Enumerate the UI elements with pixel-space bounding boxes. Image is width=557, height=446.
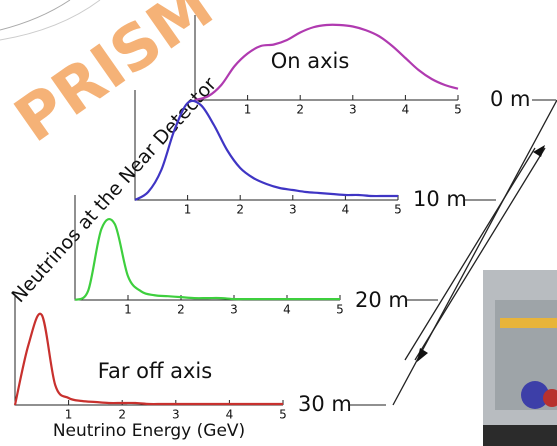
x-tick-label: 3 xyxy=(289,203,297,217)
x-tick-label: 1 xyxy=(184,203,192,217)
x-tick-label: 4 xyxy=(402,103,410,117)
x-tick-label: 1 xyxy=(244,103,252,117)
x-tick-label: 3 xyxy=(172,408,180,422)
x-axis-label: Neutrino Energy (GeV) xyxy=(53,421,245,441)
x-tick-label: 4 xyxy=(226,408,234,422)
offset-label: 0 m xyxy=(490,87,531,111)
x-tick-label: 5 xyxy=(394,203,402,217)
offset-label: 20 m xyxy=(355,288,409,312)
spectrum-line xyxy=(75,219,340,300)
logo: PRISM xyxy=(2,0,226,156)
x-tick-label: 4 xyxy=(342,203,350,217)
x-tick-label: 2 xyxy=(177,303,185,317)
x-tick-label: 2 xyxy=(118,408,126,422)
chart-title: Far off axis xyxy=(98,359,212,383)
logo-swoosh xyxy=(0,0,70,30)
x-tick-label: 5 xyxy=(454,103,462,117)
x-tick-label: 2 xyxy=(296,103,304,117)
x-tick-label: 2 xyxy=(236,203,244,217)
x-tick-label: 5 xyxy=(279,408,287,422)
x-tick-label: 3 xyxy=(349,103,357,117)
x-tick-label: 1 xyxy=(124,303,132,317)
x-tick-label: 5 xyxy=(336,303,344,317)
figure: PRISM Neutrinos at the Near Detector 123… xyxy=(0,0,557,446)
x-tick-label: 1 xyxy=(65,408,73,422)
x-tick-label: 4 xyxy=(283,303,291,317)
x-tick-label: 3 xyxy=(230,303,238,317)
offset-label: 30 m xyxy=(298,392,352,416)
axis-line xyxy=(15,295,283,405)
logo-swoosh xyxy=(0,0,100,40)
chart-title: On axis xyxy=(271,49,350,73)
detector-base xyxy=(483,425,557,446)
arrow-head xyxy=(417,348,428,362)
axis-line xyxy=(75,195,340,300)
offset-label: 10 m xyxy=(413,187,467,211)
detector-part xyxy=(500,318,557,328)
